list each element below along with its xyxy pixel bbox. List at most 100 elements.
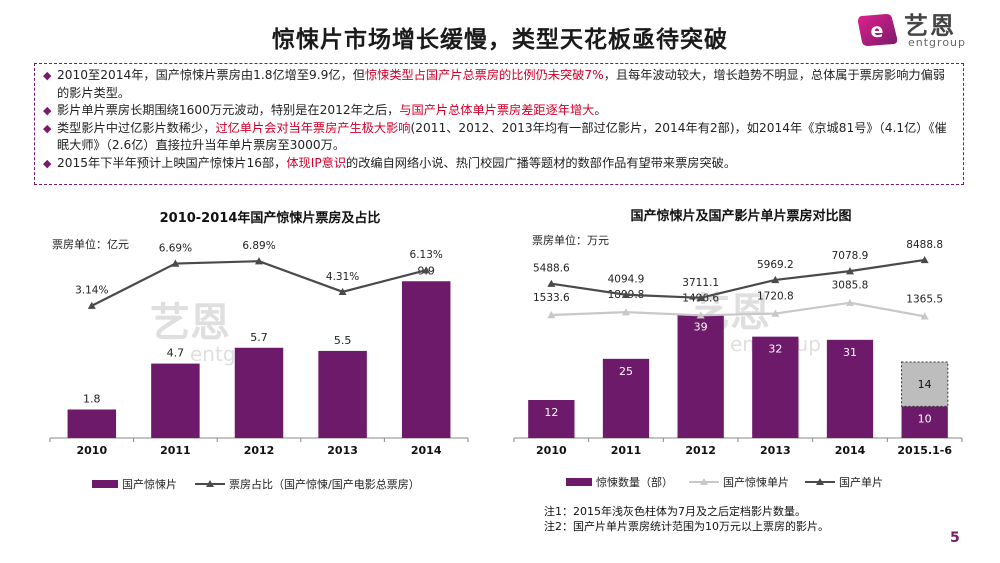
legend-line-label: 票房占比（国产惊悚/国产电影总票房）: [229, 478, 420, 491]
bullet-1: ◆ 2010至2014年，国产惊悚片票房由1.8亿增至9.9亿，但惊悚类型占国产片…: [43, 67, 955, 102]
entgroup-logo-icon: e: [858, 14, 898, 46]
series-point: [846, 298, 854, 306]
note-1: 注1：2015年浅灰色柱体为7月及之后定档影片数量。: [544, 505, 806, 518]
series-point: [622, 308, 630, 316]
watermark-left: 艺恩 entgroup: [150, 290, 281, 366]
bar-extra-label: 14: [918, 378, 932, 391]
bullet-3: ◆ 类型影片中过亿影片数稀少，过亿单片会对当年票房产生极大影响(2011、2012…: [43, 120, 955, 155]
series-value-label: 1720.8: [757, 291, 794, 303]
series-value-label: 5488.6: [533, 263, 570, 275]
bullet-1-text-a: 2010至2014年，国产惊悚片票房由1.8亿增至9.9亿，但: [57, 68, 365, 82]
bar-value-label: 12: [544, 406, 558, 419]
bar: [67, 409, 117, 438]
bar-value-label: 5.7: [250, 331, 268, 344]
logo-en-text: entgroup: [908, 36, 966, 49]
bar: [528, 400, 575, 438]
legend-domestic-label: 国产单片: [839, 476, 883, 489]
bullet-2-text-a: 影片单片票房长期围绕1600万元波动，特别是在2012年之后，: [57, 103, 400, 117]
x-tick-label: 2011: [160, 444, 191, 457]
svg-text:e: e: [871, 20, 884, 42]
bar-extra: [901, 361, 949, 407]
bullet-4-text-a: 2015年下半年预计上映国产惊悚片16部，: [57, 155, 287, 170]
bullet-2-highlight: 与国产片总体单片票房差距逐年增大: [399, 103, 595, 117]
bar: [602, 358, 650, 438]
x-tick-label: 2011: [611, 444, 642, 457]
series-point: [696, 293, 705, 301]
bullet-4-text-b: 的改编自网络小说、热门校园广播等题材的数部作品有望带来票房突破。: [346, 155, 737, 170]
right-chart-title: 国产惊悚片及国产影片单片票房对比图: [630, 209, 852, 224]
x-tick-label: 2010: [76, 444, 107, 457]
bar: [677, 314, 724, 438]
series-point: [920, 255, 929, 264]
bar-value-label: 10: [918, 412, 932, 425]
series-value-label: 6.13%: [410, 249, 443, 261]
series-point: [422, 266, 431, 274]
summary-box: ◆ 2010至2014年，国产惊悚片票房由1.8亿增至9.9亿，但惊悚类型占国产片…: [34, 63, 964, 185]
x-tick-label: 2014: [835, 444, 866, 457]
series-point: [920, 312, 929, 320]
series-value-label: 4094.9: [608, 274, 645, 286]
legend-thriller-label: 国产惊悚单片: [723, 476, 789, 489]
bar-value-label: 4.7: [167, 347, 185, 360]
series-point: [771, 275, 780, 284]
bar: [151, 363, 200, 438]
series-value-label: 5969.2: [757, 259, 794, 271]
bar: [234, 347, 284, 438]
diamond-bullet-icon: ◆: [43, 69, 52, 82]
series-point: [846, 267, 854, 275]
logo-cn-text: 艺恩: [904, 12, 956, 40]
left-chart-unit: 票房单位：亿元: [52, 238, 129, 251]
x-tick-label: 2010: [536, 444, 567, 457]
legend-count-label: 惊悚数量（部）: [596, 476, 673, 489]
bar: [826, 339, 874, 438]
legend-bar-label: 国产惊悚片: [122, 478, 177, 491]
legend-line-swatch: [195, 480, 225, 487]
series-value-label: 6.89%: [242, 240, 275, 252]
diamond-bullet-icon: ◆: [43, 121, 52, 135]
bar-value-label: 39: [694, 321, 708, 334]
bullet-4-highlight: 体现IP意识: [286, 155, 347, 170]
series-value-label: 3.14%: [75, 285, 108, 297]
series-value-label: 3085.8: [832, 280, 869, 292]
series-line: [91, 260, 427, 307]
series-point: [696, 311, 705, 319]
bullet-1-highlight: 惊悚类型占国产片总票房的比例仍未突破7%: [364, 68, 604, 82]
x-tick-label: 2013: [327, 444, 358, 457]
bar: [401, 281, 451, 438]
bar: [901, 406, 948, 438]
diamond-bullet-icon: ◆: [43, 156, 52, 170]
series-value-label: 4.31%: [326, 271, 359, 283]
legend-thriller-swatch: [689, 478, 719, 485]
bar: [752, 336, 799, 438]
page-number: 5: [950, 530, 960, 546]
bullet-4: ◆ 2015年下半年预计上映国产惊悚片16部，体现IP意识的改编自网络小说、热门校…: [43, 155, 955, 173]
title-bar: 惊悚片市场增长缓慢，类型天花板亟待突破: [0, 16, 1000, 56]
legend-count-swatch: [566, 478, 592, 486]
x-tick-label: 2014: [411, 444, 442, 457]
left-chart-legend: 国产惊悚片 票房占比（国产惊悚/国产电影总票房）: [92, 476, 420, 492]
x-tick-label: 2013: [760, 444, 791, 457]
diamond-bullet-icon: ◆: [43, 104, 52, 117]
series-value-label: 7078.9: [832, 250, 869, 262]
bar: [318, 350, 367, 438]
series-value-label: 1533.6: [533, 292, 570, 304]
watermark-left-cn: 艺恩: [150, 300, 230, 346]
bar-value-label: 25: [619, 365, 633, 378]
x-tick-label: 2015.1-6: [897, 444, 952, 457]
bullet-3-text-b: (2011、2012、2013年均有一部过亿影片，2014年有2部)，如2014…: [57, 120, 947, 153]
bar-value-label: 32: [768, 343, 782, 356]
series-value-label: 3711.1: [682, 277, 719, 289]
bar-value-label: 31: [843, 346, 857, 359]
brand-logo: e 艺恩 entgroup: [852, 8, 992, 56]
series-point: [87, 301, 96, 309]
left-chart-title: 2010-2014年国产惊悚片票房及占比: [159, 211, 381, 226]
bullet-3-text-a: 类型影片中过亿影片数稀少，: [57, 120, 216, 135]
series-value-label: 6.69%: [159, 243, 192, 255]
x-tick-label: 2012: [244, 444, 275, 457]
page-title: 惊悚片市场增长缓慢，类型天花板亟待突破: [272, 27, 728, 53]
bullet-2: ◆ 影片单片票房长期围绕1600万元波动，特别是在2012年之后，与国产片总体单片…: [43, 102, 955, 120]
bar-value-label: 5.5: [334, 334, 352, 347]
legend-bar-swatch: [92, 480, 118, 488]
legend-domestic-swatch: [805, 478, 835, 485]
series-value-label: 1365.5: [906, 293, 943, 305]
